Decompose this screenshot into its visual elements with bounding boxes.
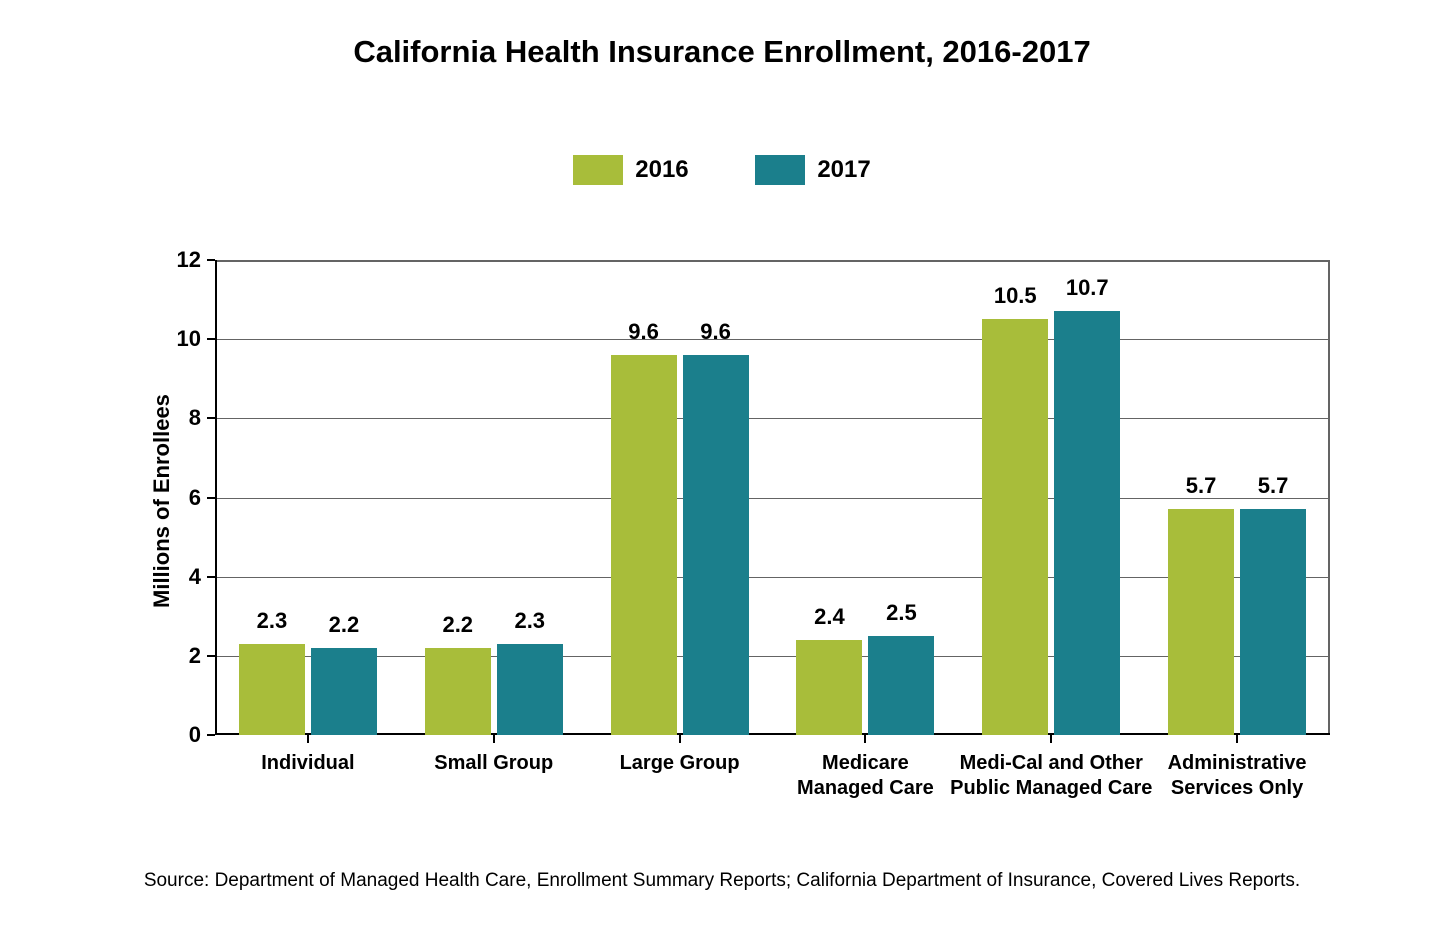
legend-label-2017: 2017 <box>817 156 870 184</box>
y-axis <box>215 260 217 735</box>
x-tick-mark <box>1050 735 1052 743</box>
y-tick-mark <box>207 734 215 736</box>
bar-value-label: 2.3 <box>514 608 545 634</box>
bar <box>311 648 377 735</box>
legend: 2016 2017 <box>0 155 1444 192</box>
bar <box>425 648 491 735</box>
x-tick-mark <box>493 735 495 743</box>
bar <box>611 355 677 735</box>
y-tick-label: 6 <box>189 485 201 511</box>
category-label: MedicareManaged Care <box>760 751 970 801</box>
y-tick-label: 4 <box>189 564 201 590</box>
bar-value-label: 2.5 <box>886 600 917 626</box>
category-label: Small Group <box>389 751 599 776</box>
bar-value-label: 2.3 <box>257 608 288 634</box>
bar <box>796 640 862 735</box>
category-label: Large Group <box>575 751 785 776</box>
gridline <box>215 339 1330 340</box>
bar-chart: 024681012Millions of Enrollees2.32.2Indi… <box>215 260 1330 735</box>
y-axis-label: Millions of Enrollees <box>149 394 175 608</box>
category-label: Individual <box>203 751 413 776</box>
y-tick-label: 2 <box>189 643 201 669</box>
y-tick-label: 0 <box>189 722 201 748</box>
bar-value-label: 2.2 <box>329 612 360 638</box>
legend-swatch-2017 <box>755 155 805 185</box>
bar-value-label: 9.6 <box>700 319 731 345</box>
legend-item-2016: 2016 <box>573 155 688 185</box>
gridline <box>215 260 1330 261</box>
x-tick-mark <box>307 735 309 743</box>
legend-label-2016: 2016 <box>635 156 688 184</box>
gridline <box>215 498 1330 499</box>
y-tick-label: 10 <box>177 326 201 352</box>
bar-value-label: 9.6 <box>628 319 659 345</box>
x-tick-mark <box>1236 735 1238 743</box>
bar-value-label: 2.4 <box>814 604 845 630</box>
y-tick-mark <box>207 576 215 578</box>
x-tick-mark <box>679 735 681 743</box>
gridline <box>215 656 1330 657</box>
gridline <box>215 577 1330 578</box>
bar <box>1240 509 1306 735</box>
bar-value-label: 10.5 <box>994 283 1037 309</box>
y-tick-mark <box>207 338 215 340</box>
bar-value-label: 2.2 <box>442 612 473 638</box>
bar <box>982 319 1048 735</box>
category-label: Medi-Cal and OtherPublic Managed Care <box>946 751 1156 801</box>
page: California Health Insurance Enrollment, … <box>0 0 1444 944</box>
y-tick-mark <box>207 259 215 261</box>
y-tick-label: 12 <box>177 247 201 273</box>
bar <box>497 644 563 735</box>
bar-value-label: 5.7 <box>1258 473 1289 499</box>
y-tick-mark <box>207 655 215 657</box>
bar <box>1168 509 1234 735</box>
bar <box>868 636 934 735</box>
y-tick-mark <box>207 417 215 419</box>
bar-value-label: 10.7 <box>1066 275 1109 301</box>
chart-title: California Health Insurance Enrollment, … <box>0 34 1444 70</box>
gridline <box>215 418 1330 419</box>
category-label: AdministrativeServices Only <box>1132 751 1342 801</box>
bar <box>1054 311 1120 735</box>
bar <box>683 355 749 735</box>
y-tick-mark <box>207 497 215 499</box>
x-axis <box>215 733 1330 735</box>
legend-item-2017: 2017 <box>755 155 870 185</box>
source-text: Source: Department of Managed Health Car… <box>0 870 1444 892</box>
y-tick-label: 8 <box>189 405 201 431</box>
bar <box>239 644 305 735</box>
x-tick-mark <box>864 735 866 743</box>
legend-swatch-2016 <box>573 155 623 185</box>
bar-value-label: 5.7 <box>1186 473 1217 499</box>
